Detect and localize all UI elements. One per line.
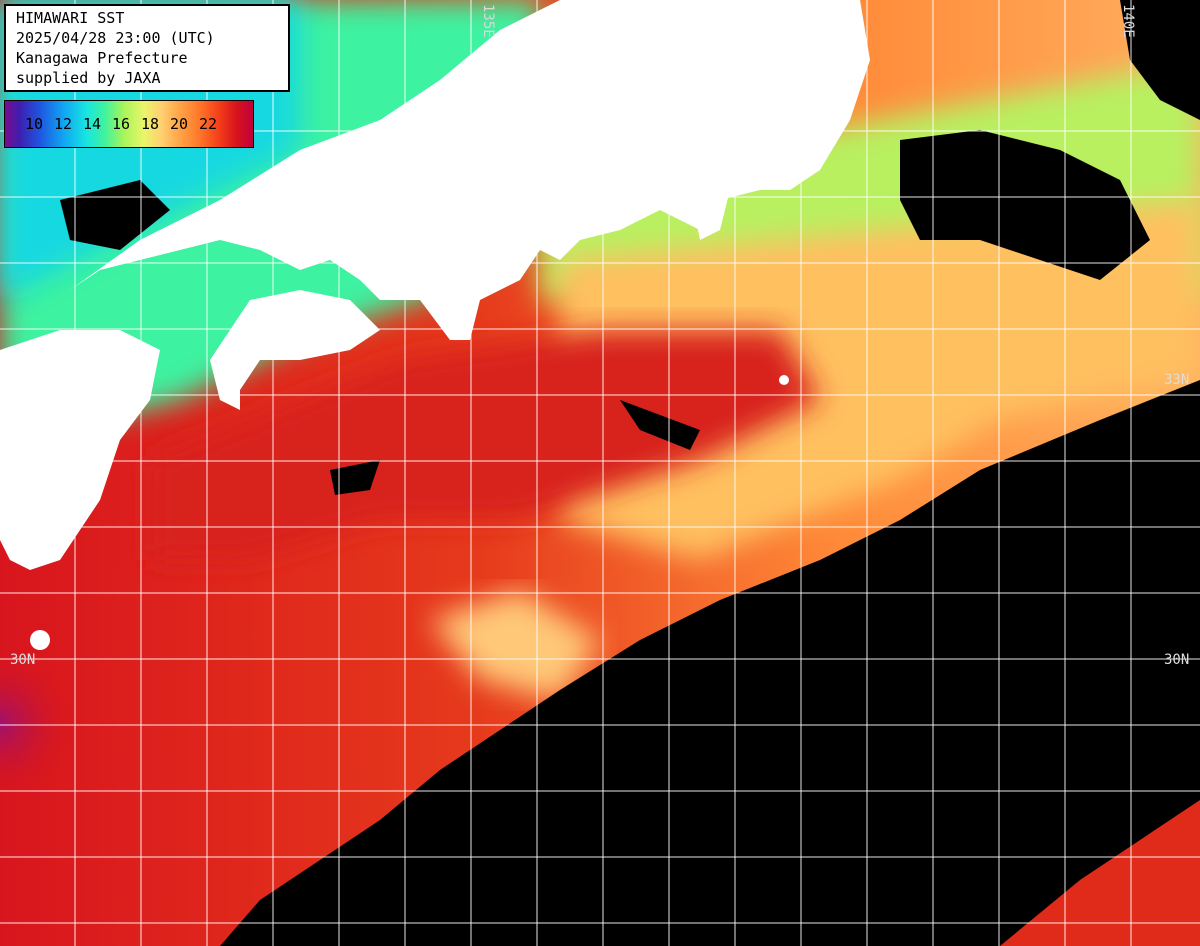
land-small-island <box>30 630 50 650</box>
no-data-cloud-northeast <box>900 130 1150 280</box>
land-honshu <box>70 0 870 340</box>
legend-tick: 18 <box>141 115 160 133</box>
no-data-cloud-center <box>330 460 380 495</box>
lat-label-33n-right: 33N <box>1164 372 1190 388</box>
legend-ticks: 10 12 14 16 18 20 22 <box>25 115 228 133</box>
lat-label-30n-left: 30N <box>10 652 36 668</box>
kuroshio-yellow-zone <box>560 200 1200 560</box>
map-timestamp: 2025/04/28 23:00 (UTC) <box>16 29 215 47</box>
legend-tick: 22 <box>199 115 218 133</box>
map-source: supplied by JAXA <box>16 69 161 87</box>
lon-label-135e: 135E <box>480 4 496 38</box>
land-small-island-2 <box>779 375 789 385</box>
map-info-box: HIMAWARI SST 2025/04/28 23:00 (UTC) Kana… <box>4 4 290 92</box>
kuroshio-red-core <box>150 330 820 560</box>
legend-tick: 14 <box>83 115 102 133</box>
land-shikoku <box>210 290 380 410</box>
lat-label-30n-right: 30N <box>1164 652 1190 668</box>
map-title: HIMAWARI SST <box>16 9 125 27</box>
lon-label-140e: 140E <box>1120 4 1136 38</box>
no-data-cloud-southeast <box>220 380 1200 946</box>
land-kyushu <box>0 330 160 570</box>
no-data-cloud-ne-strip <box>1120 0 1200 120</box>
color-scale-legend: 10 12 14 16 18 20 22 <box>4 100 254 148</box>
no-data-cloud-south-strip <box>1000 800 1200 946</box>
legend-tick: 12 <box>54 115 73 133</box>
map-region: Kanagawa Prefecture <box>16 49 188 67</box>
no-data-cloud-streak <box>620 400 700 450</box>
purple-hot-spot <box>0 520 300 820</box>
land-izu <box>690 190 730 240</box>
legend-tick: 10 <box>25 115 44 133</box>
light-eddy <box>430 590 600 700</box>
legend-tick: 16 <box>112 115 131 133</box>
legend-tick: 20 <box>170 115 189 133</box>
